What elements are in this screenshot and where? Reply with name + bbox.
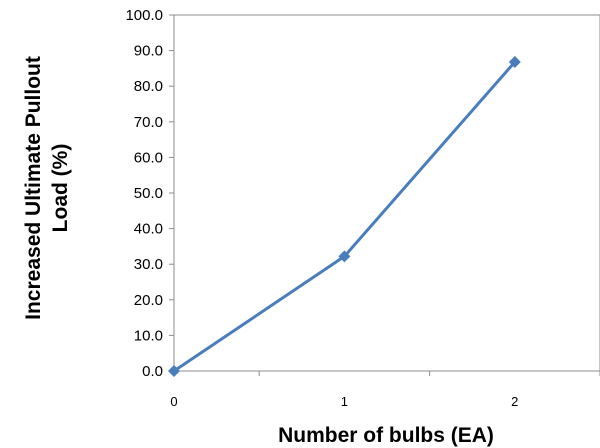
- y-tick-label: 100.0: [125, 7, 163, 24]
- y-tick-label: 40.0: [134, 221, 163, 238]
- y-tick-label: 50.0: [134, 185, 163, 202]
- y-tick-label: 90.0: [134, 43, 163, 60]
- y-tick-label: 60.0: [134, 149, 163, 166]
- y-tick-label: 10.0: [134, 327, 163, 344]
- y-tick-label: 0.0: [142, 363, 163, 380]
- y-tick-label: 30.0: [134, 256, 163, 273]
- data-point-diamond: [338, 250, 351, 263]
- x-tick-label: 0: [170, 394, 177, 409]
- x-tick-label: 2: [511, 394, 518, 409]
- x-tick-label: 1: [341, 394, 348, 409]
- data-point-diamond: [508, 55, 521, 68]
- data-point-diamond: [168, 365, 180, 377]
- y-tick-label: 70.0: [134, 114, 163, 131]
- y-axis-title-line-1: Increased Ultimate Pullout: [22, 56, 45, 320]
- y-tick-label: 80.0: [134, 78, 163, 95]
- y-axis-title-line-2: Load (%): [49, 144, 72, 233]
- x-axis-title: Number of bulbs (EA): [278, 424, 494, 447]
- y-tick-label: 20.0: [134, 292, 163, 309]
